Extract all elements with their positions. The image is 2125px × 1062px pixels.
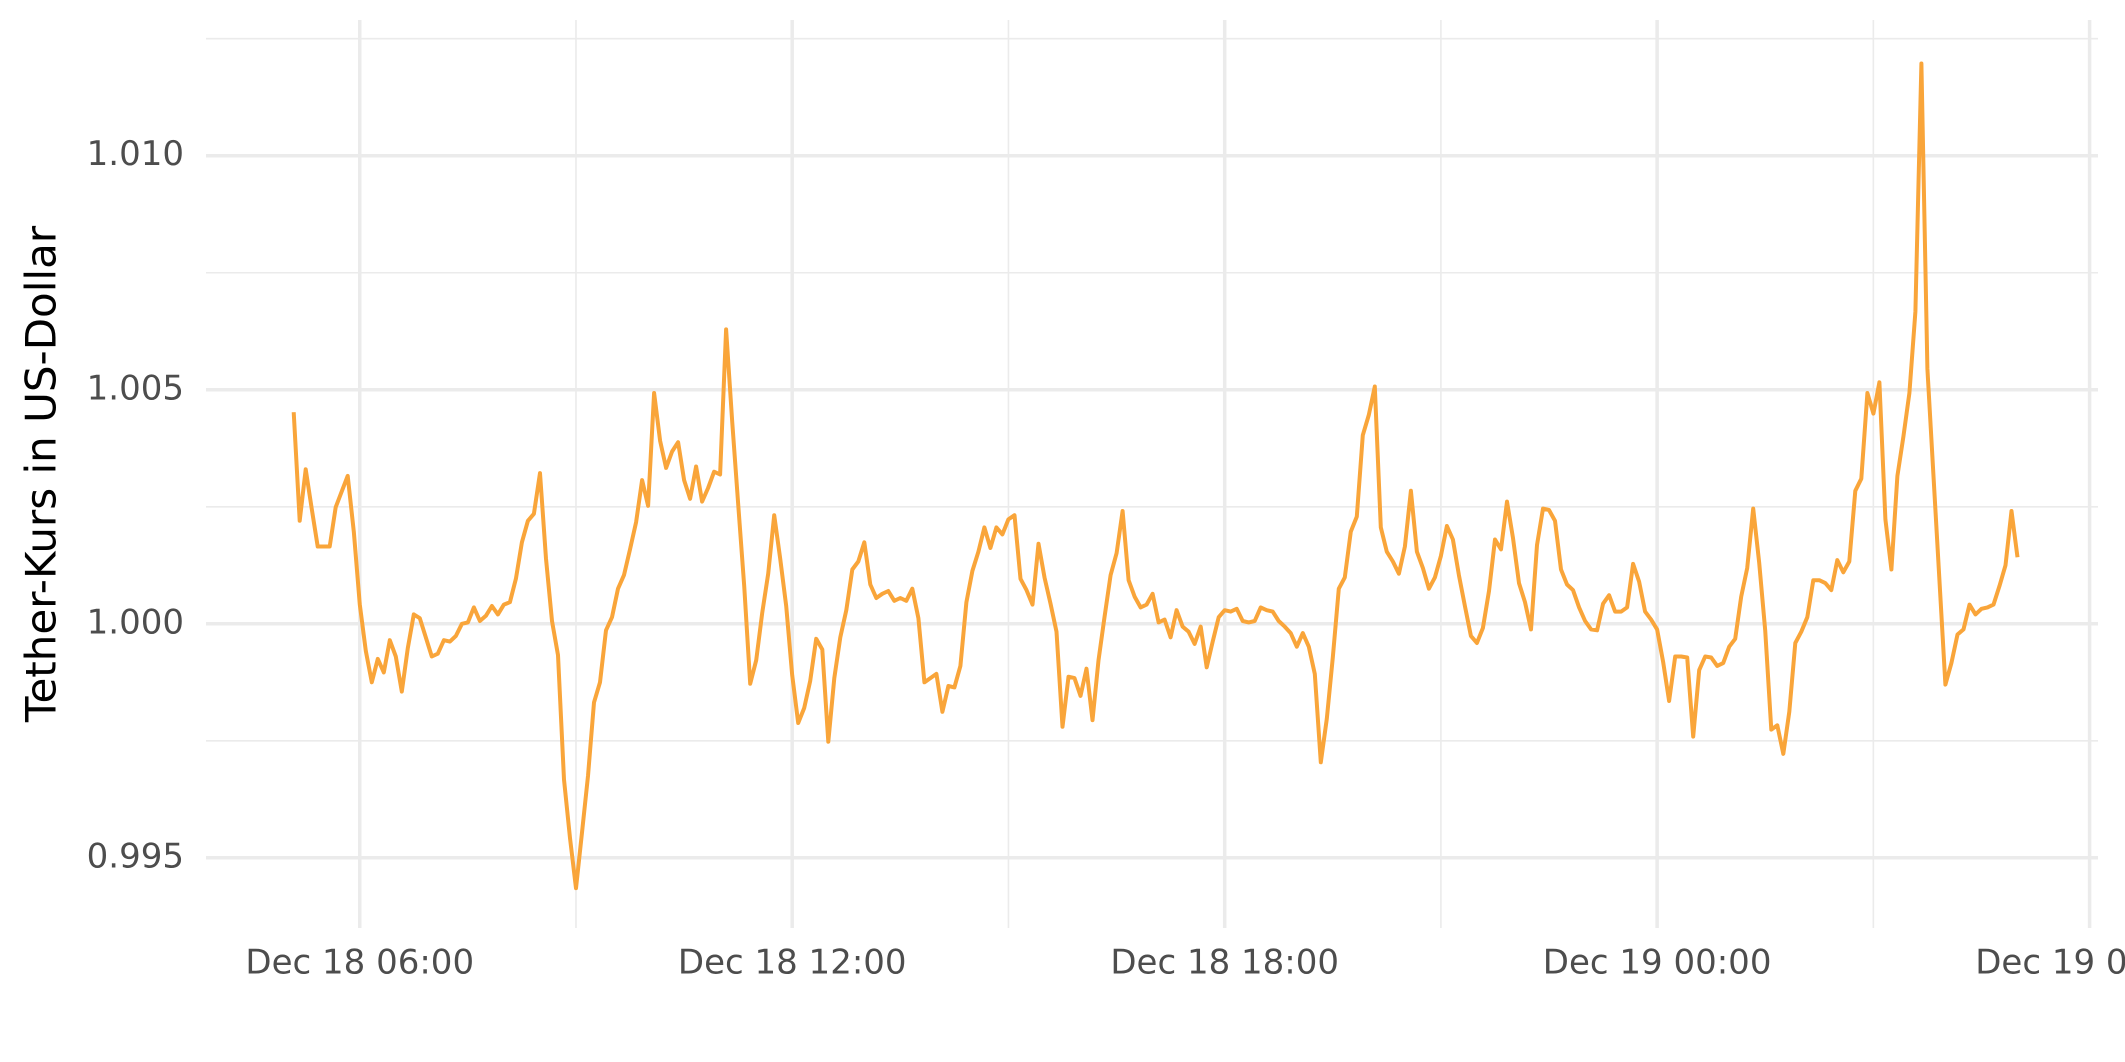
x-tick-label: Dec 18 18:00 [1110, 943, 1339, 983]
y-tick-label: 0.995 [87, 836, 184, 876]
y-tick-label: 1.005 [87, 368, 184, 408]
x-tick-label: Dec 19 06:00 [1975, 943, 2125, 983]
price-line [291, 61, 2020, 891]
y-axis-label: Tether-Kurs in US-Dollar [17, 225, 66, 723]
x-tick-label: Dec 18 12:00 [678, 943, 907, 983]
y-tick-label: 1.000 [87, 602, 184, 642]
x-tick-label: Dec 19 00:00 [1543, 943, 1772, 983]
y-tick-label: 1.010 [87, 134, 184, 174]
x-tick-label: Dec 18 06:00 [245, 943, 474, 983]
grid [206, 20, 2098, 928]
